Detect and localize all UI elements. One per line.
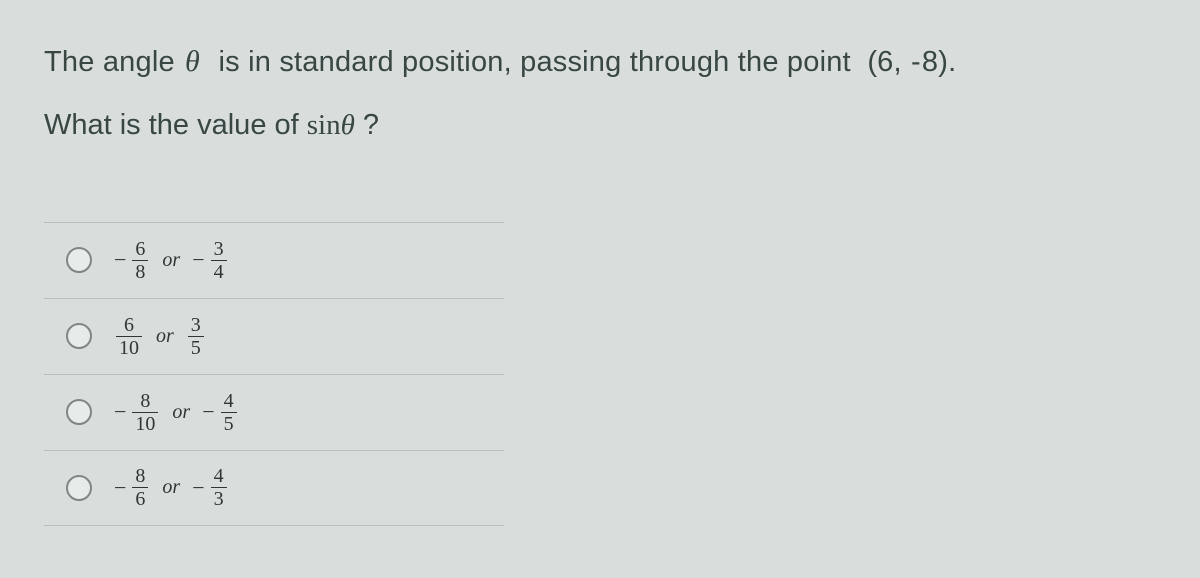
- fraction: 45: [219, 390, 239, 435]
- fraction-numerator: 6: [121, 314, 137, 336]
- option-row[interactable]: 610or35: [44, 298, 504, 374]
- or-label: or: [144, 325, 186, 348]
- minus-sign: −: [114, 399, 130, 425]
- fraction-denominator: 4: [211, 261, 227, 283]
- fraction: 43: [209, 465, 229, 510]
- minus-sign: −: [114, 475, 130, 501]
- minus-sign: −: [202, 399, 218, 425]
- point-sep: ,: [894, 43, 911, 82]
- option-expression: −68or−34: [114, 238, 229, 283]
- sin-text: sin: [307, 109, 341, 142]
- text-segment: is in standard position, passing through…: [202, 43, 867, 82]
- fraction-denominator: 6: [132, 488, 148, 510]
- theta-symbol: θ: [183, 42, 202, 83]
- point-open: (: [867, 43, 877, 82]
- point-close: ).: [938, 43, 956, 82]
- or-label: or: [160, 401, 202, 424]
- question-mark: ?: [355, 109, 379, 142]
- fraction-denominator: 3: [211, 488, 227, 510]
- or-label: or: [150, 476, 192, 499]
- fraction-denominator: 10: [132, 413, 158, 435]
- fraction: 34: [209, 238, 229, 283]
- fraction-denominator: 8: [132, 261, 148, 283]
- fraction-numerator: 3: [211, 238, 227, 260]
- fraction: 68: [130, 238, 150, 283]
- quiz-canvas: The angle θ is in standard position, pas…: [0, 0, 1200, 578]
- radio-button[interactable]: [66, 475, 92, 501]
- radio-button[interactable]: [66, 247, 92, 273]
- minus-sign: −: [192, 475, 208, 501]
- minus-sign: −: [114, 247, 130, 273]
- fraction: 86: [130, 465, 150, 510]
- fraction-denominator: 10: [116, 337, 142, 359]
- point-y-neg: -: [910, 43, 922, 82]
- fraction-numerator: 3: [188, 314, 204, 336]
- question-line-2: What is the value of sin θ ?: [44, 109, 1160, 142]
- fraction-denominator: 5: [221, 413, 237, 435]
- fraction: 810: [130, 390, 160, 435]
- or-label: or: [150, 249, 192, 272]
- fraction-denominator: 5: [188, 337, 204, 359]
- fraction-numerator: 8: [137, 390, 153, 412]
- radio-button[interactable]: [66, 323, 92, 349]
- fraction: 610: [114, 314, 144, 359]
- minus-sign: −: [192, 247, 208, 273]
- fraction-numerator: 8: [132, 465, 148, 487]
- text-segment: The angle: [44, 43, 183, 82]
- point-x: 6: [877, 43, 893, 82]
- text-segment: What is the value of: [44, 109, 307, 142]
- option-row[interactable]: −68or−34: [44, 222, 504, 298]
- fraction-numerator: 4: [211, 465, 227, 487]
- point-y: 8: [922, 43, 938, 82]
- option-expression: −810or−45: [114, 390, 239, 435]
- option-row[interactable]: −810or−45: [44, 374, 504, 450]
- theta-symbol: θ: [341, 109, 355, 142]
- option-expression: −86or−43: [114, 465, 229, 510]
- fraction: 35: [186, 314, 206, 359]
- fraction-numerator: 6: [132, 238, 148, 260]
- question-line-1: The angle θ is in standard position, pas…: [44, 42, 1160, 83]
- option-row[interactable]: −86or−43: [44, 450, 504, 526]
- option-expression: 610or35: [114, 314, 206, 359]
- fraction-numerator: 4: [221, 390, 237, 412]
- radio-button[interactable]: [66, 399, 92, 425]
- options-list: −68or−34610or35−810or−45−86or−43: [44, 222, 504, 526]
